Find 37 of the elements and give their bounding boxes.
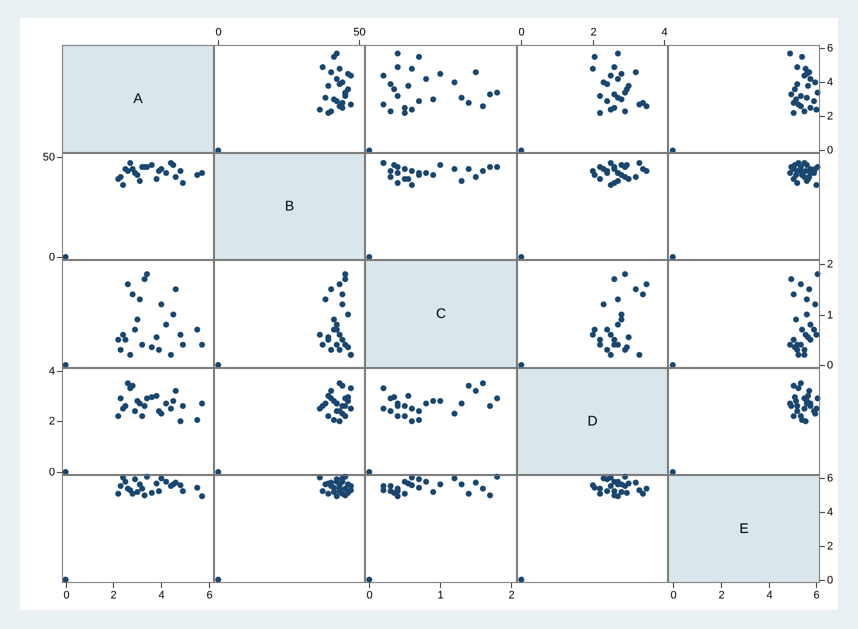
text: B — [284, 197, 294, 214]
x-tick-label: 0 — [366, 590, 373, 602]
x-tick-label: 0 — [215, 26, 222, 39]
text: D — [587, 412, 598, 428]
x-tick-label: 2 — [110, 590, 117, 602]
y-tick-label: 6 — [827, 42, 834, 55]
y-tick-label: 0 — [827, 360, 834, 372]
x-tick-label: 4 — [158, 590, 165, 602]
text: C — [436, 304, 446, 321]
y-tick-label: 2 — [827, 258, 834, 271]
y-tick-label: 2 — [827, 110, 834, 123]
x-tick-label: 0 — [63, 590, 70, 602]
y-tick-label: 0 — [827, 144, 834, 157]
x-tick-label: 50 — [353, 26, 366, 39]
y-tick-label: 4 — [827, 76, 834, 89]
x-tick-label: 2 — [508, 590, 515, 602]
x-tick-label: 2 — [718, 590, 725, 602]
x-tick-label: 6 — [813, 590, 820, 602]
y-tick-label: 50 — [42, 152, 55, 164]
y-tick-label: 0 — [48, 466, 55, 479]
x-tick-label: 6 — [206, 590, 213, 602]
y-tick-label: 1 — [827, 310, 834, 322]
x-tick-label: 4 — [661, 26, 668, 39]
x-tick-label: 1 — [437, 590, 444, 602]
x-tick-label: 4 — [766, 590, 773, 602]
x-tick-label: 2 — [590, 26, 597, 39]
y-tick-label: 0 — [48, 252, 55, 264]
x-tick-label: 0 — [518, 26, 525, 39]
y-tick-label: 0 — [827, 574, 834, 587]
y-tick-label: 4 — [48, 366, 55, 378]
y-tick-label: 2 — [48, 416, 55, 428]
y-tick-label: 4 — [827, 506, 834, 519]
y-tick-label: 2 — [827, 540, 834, 553]
y-tick-label: 6 — [827, 472, 834, 485]
x-tick-label: 0 — [670, 590, 677, 602]
text: A — [133, 90, 144, 106]
annotation: E — [739, 520, 749, 536]
